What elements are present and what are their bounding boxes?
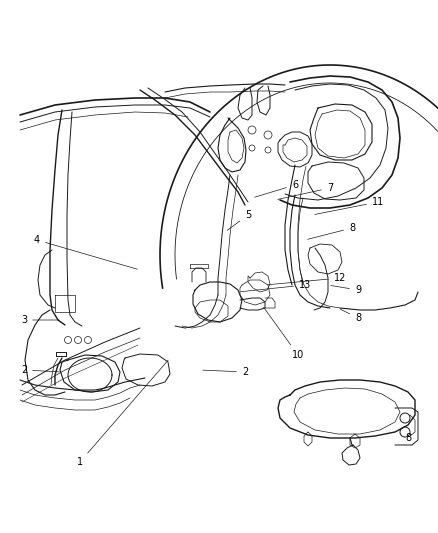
Text: 3: 3 <box>21 315 59 325</box>
Text: 7: 7 <box>278 183 333 199</box>
Text: 8: 8 <box>400 430 411 443</box>
Text: 4: 4 <box>34 235 138 269</box>
Text: 13: 13 <box>241 280 311 292</box>
Text: 5: 5 <box>227 210 251 230</box>
Text: 11: 11 <box>315 197 384 214</box>
Text: 10: 10 <box>264 307 304 360</box>
Text: 1: 1 <box>77 360 168 467</box>
Text: 8: 8 <box>340 309 361 323</box>
Text: 2: 2 <box>21 365 59 375</box>
Text: 8: 8 <box>307 223 355 239</box>
Text: 6: 6 <box>254 180 298 197</box>
Text: 2: 2 <box>203 367 248 377</box>
Text: 12: 12 <box>268 273 346 285</box>
Text: 9: 9 <box>331 285 361 295</box>
